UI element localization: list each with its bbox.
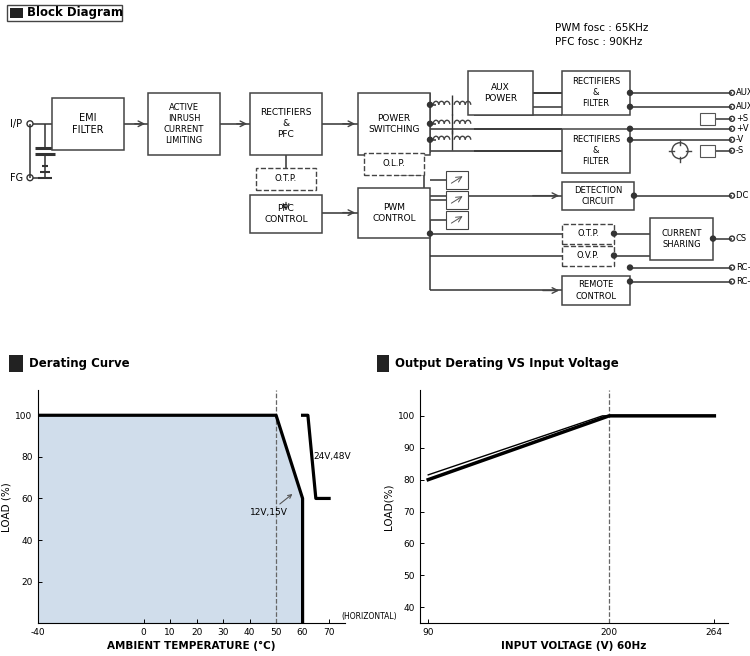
Circle shape (628, 279, 632, 284)
Text: I/P: I/P (10, 119, 22, 129)
Bar (148, 93, 220, 155)
Y-axis label: LOAD(%): LOAD(%) (384, 483, 394, 530)
Bar (700, 113, 715, 125)
Circle shape (628, 91, 632, 95)
Text: PFC
CONTROL: PFC CONTROL (264, 203, 308, 224)
Text: 24V,48V: 24V,48V (314, 453, 351, 461)
Bar (7, 5, 122, 21)
Polygon shape (38, 415, 302, 623)
Bar (250, 93, 322, 155)
Bar (468, 71, 533, 115)
X-axis label: AMBIENT TEMPERATURE (°C): AMBIENT TEMPERATURE (°C) (107, 641, 275, 651)
Text: 12V,15V: 12V,15V (250, 495, 292, 518)
Bar (446, 191, 468, 209)
Circle shape (427, 121, 433, 127)
Text: O.V.P.: O.V.P. (577, 251, 599, 260)
Bar (10, 8, 23, 18)
Bar (562, 71, 630, 115)
Bar (250, 195, 322, 233)
Text: Derating Curve: Derating Curve (28, 357, 129, 370)
Text: PWM fosc : 65KHz: PWM fosc : 65KHz (555, 23, 648, 33)
Text: EMI
FILTER: EMI FILTER (72, 113, 104, 135)
Text: +V: +V (736, 124, 748, 133)
X-axis label: INPUT VOLTAGE (V) 60Hz: INPUT VOLTAGE (V) 60Hz (501, 641, 646, 651)
Circle shape (628, 265, 632, 270)
Circle shape (628, 104, 632, 110)
Text: O.T.P.: O.T.P. (577, 229, 599, 238)
Bar (52, 98, 124, 150)
Bar (562, 129, 630, 173)
Circle shape (611, 253, 616, 258)
Text: CS: CS (736, 234, 747, 243)
Bar (256, 168, 316, 190)
Bar (650, 218, 713, 260)
Text: CURRENT
SHARING: CURRENT SHARING (662, 228, 702, 249)
Bar (446, 171, 468, 189)
Text: O.T.P.: O.T.P. (274, 174, 297, 183)
Text: O.L.P.: O.L.P. (382, 159, 405, 168)
Text: AUX
POWER: AUX POWER (484, 83, 517, 103)
Circle shape (628, 137, 632, 142)
Bar (562, 182, 634, 210)
Text: DC OK: DC OK (736, 191, 750, 200)
Bar (562, 224, 614, 243)
Circle shape (427, 102, 433, 108)
Text: RECTIFIERS
&
FILTER: RECTIFIERS & FILTER (572, 135, 620, 167)
Bar (562, 245, 614, 266)
Circle shape (427, 137, 433, 142)
Y-axis label: LOAD (%): LOAD (%) (2, 482, 11, 531)
Text: REMOTE
CONTROL: REMOTE CONTROL (575, 281, 616, 300)
Text: POWER
SWITCHING: POWER SWITCHING (368, 113, 420, 134)
Circle shape (628, 126, 632, 131)
Text: RC+: RC+ (736, 263, 750, 272)
Text: ACTIVE
INRUSH
CURRENT
LIMITING: ACTIVE INRUSH CURRENT LIMITING (164, 102, 204, 145)
Bar (358, 188, 430, 237)
Text: -V: -V (736, 135, 744, 144)
Text: +S: +S (736, 114, 748, 123)
Text: RC-: RC- (736, 277, 750, 286)
Circle shape (632, 193, 637, 198)
Text: Output Derating VS Input Voltage: Output Derating VS Input Voltage (395, 357, 619, 370)
Circle shape (710, 236, 716, 241)
Text: PFC fosc : 90KHz: PFC fosc : 90KHz (555, 37, 642, 47)
Text: Block Diagram: Block Diagram (27, 7, 123, 20)
Bar (446, 211, 468, 228)
Circle shape (611, 231, 616, 236)
Text: RECTIFIERS
&
FILTER: RECTIFIERS & FILTER (572, 77, 620, 108)
Text: AUX: AUX (736, 89, 750, 97)
Bar (376, 355, 388, 372)
Text: RECTIFIERS
&
PFC: RECTIFIERS & PFC (260, 108, 312, 139)
Text: -S: -S (736, 146, 744, 155)
Text: DETECTION
CIRCUIT: DETECTION CIRCUIT (574, 186, 622, 206)
Bar (8, 355, 23, 372)
Bar (364, 153, 424, 174)
Bar (358, 93, 430, 155)
Text: (HORIZONTAL): (HORIZONTAL) (341, 612, 397, 621)
Text: AUXG: AUXG (736, 102, 750, 112)
Text: FG: FG (10, 173, 23, 182)
Text: PWM
CONTROL: PWM CONTROL (372, 203, 416, 222)
Bar (700, 145, 715, 157)
Bar (562, 276, 630, 306)
Circle shape (427, 231, 433, 236)
